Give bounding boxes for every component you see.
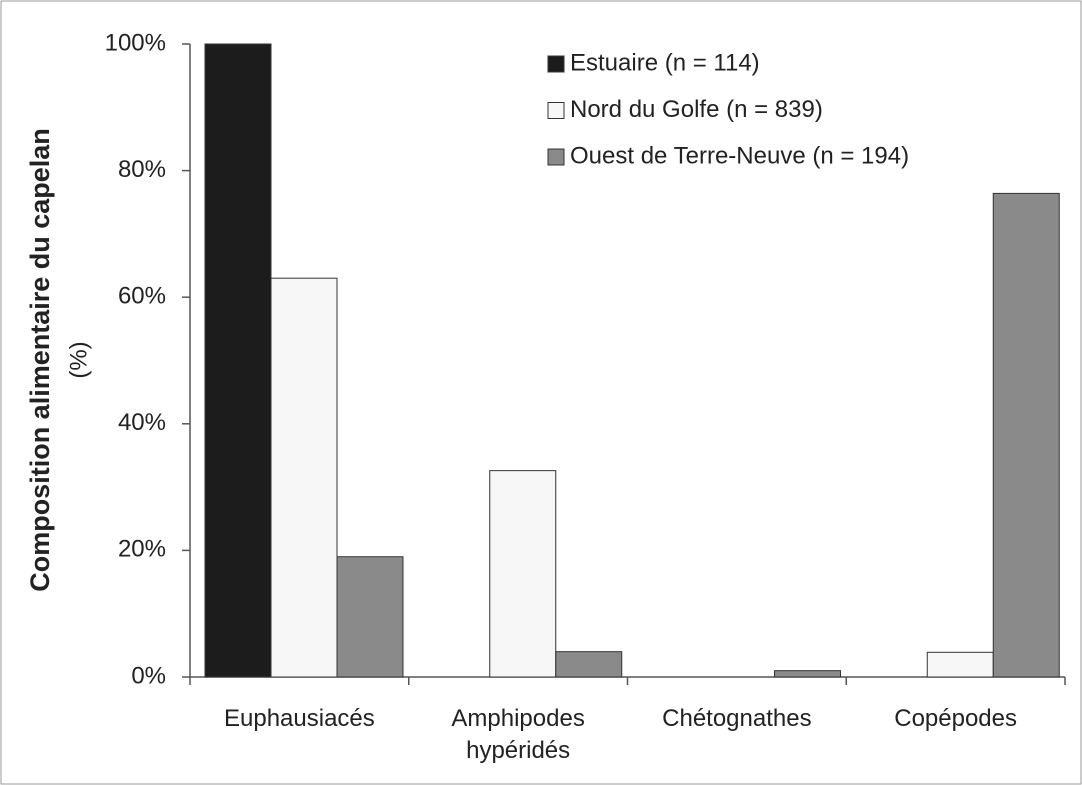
- y-axis-unit: (%): [65, 341, 92, 378]
- y-tick-label: 20%: [118, 536, 166, 563]
- y-tick-label: 60%: [118, 283, 166, 310]
- legend-label: Ouest de Terre-Neuve (n = 194): [570, 142, 909, 169]
- legend-label: Estuaire (n = 114): [570, 49, 760, 76]
- y-axis-label: Composition alimentaire du capelan: [25, 128, 55, 592]
- y-tick-label: 80%: [118, 156, 166, 183]
- bar: [926, 651, 994, 678]
- x-tick-label: Amphipodes hypéridés: [451, 705, 585, 764]
- y-tick-label: 100%: [105, 29, 166, 56]
- y-tick-label: 0%: [131, 662, 166, 689]
- legend-swatch: [547, 55, 565, 73]
- bar: [992, 192, 1060, 678]
- bar: [204, 43, 272, 678]
- legend-swatch: [547, 148, 565, 166]
- bar: [270, 277, 338, 678]
- x-tick-label: Euphausiacés: [223, 705, 375, 732]
- legend-swatch: [547, 102, 565, 119]
- y-tick-label: 40%: [118, 409, 166, 436]
- x-tick-label: Chétognathes: [662, 705, 812, 732]
- bar: [489, 470, 557, 678]
- bar: [555, 651, 623, 678]
- bar: [336, 556, 404, 678]
- x-tick-label: Copépodes: [894, 705, 1017, 732]
- bar: [774, 670, 841, 678]
- legend-label: Nord du Golfe (n = 839): [570, 96, 823, 123]
